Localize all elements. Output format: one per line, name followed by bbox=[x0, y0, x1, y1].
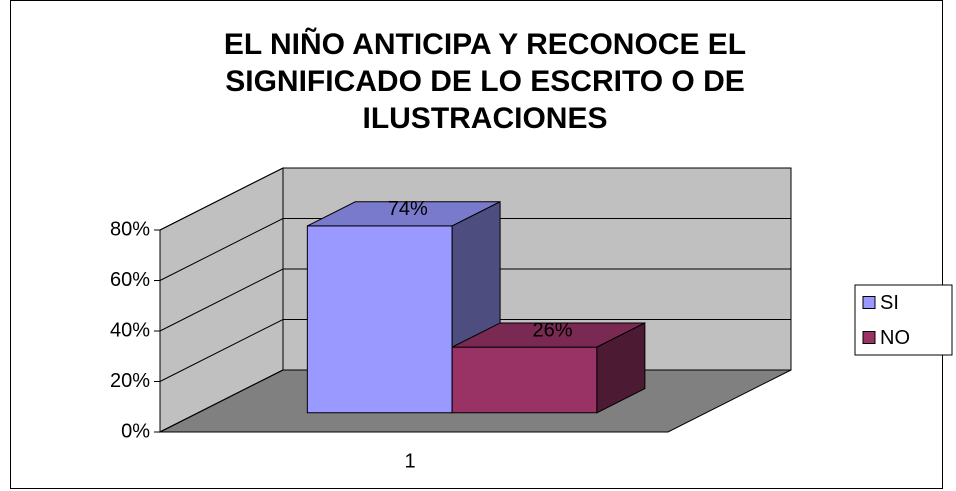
grid-line bbox=[159, 167, 791, 231]
bar-front bbox=[306, 225, 453, 414]
bar-front bbox=[451, 346, 598, 414]
y-tick-label: 80% bbox=[110, 218, 150, 240]
legend-label: SI bbox=[880, 292, 899, 314]
x-tick-label: 1 bbox=[404, 450, 415, 472]
legend-swatch bbox=[862, 296, 876, 309]
chart-title: EL NIÑO ANTICIPA Y RECONOCE EL SIGNIFICA… bbox=[223, 28, 747, 135]
y-tick-label: 40% bbox=[110, 319, 150, 341]
grid-line bbox=[159, 268, 791, 332]
data-label: 74% bbox=[388, 198, 428, 220]
chart-frame bbox=[10, 0, 943, 489]
legend-swatch bbox=[862, 331, 876, 344]
y-tick-label: 60% bbox=[110, 269, 150, 291]
y-tick-label: 20% bbox=[110, 370, 150, 392]
y-tick-label: 0% bbox=[121, 420, 150, 442]
bar-side bbox=[596, 322, 646, 414]
grid-line bbox=[159, 218, 791, 281]
grid-line bbox=[159, 319, 791, 382]
legend-label: NO bbox=[880, 327, 910, 349]
data-label: 26% bbox=[532, 319, 572, 341]
